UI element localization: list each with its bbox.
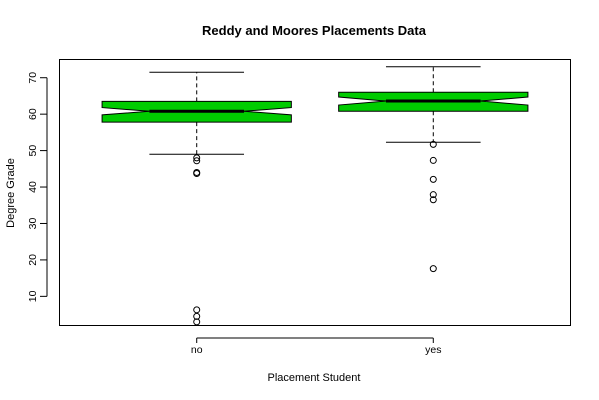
outlier-point bbox=[193, 154, 201, 162]
y-tick-label: 10 bbox=[27, 290, 39, 302]
y-tick-label: 20 bbox=[27, 254, 39, 266]
outlier-point bbox=[429, 175, 437, 183]
outlier-point bbox=[193, 157, 201, 165]
y-tick-label: 70 bbox=[27, 72, 39, 84]
outlier-point bbox=[429, 196, 437, 204]
x-tick-label: yes bbox=[425, 344, 441, 356]
y-tick-label: 50 bbox=[27, 145, 39, 157]
x-axis-label: Placement Student bbox=[268, 372, 361, 384]
x-tick-label: no bbox=[191, 344, 203, 356]
plot-frame bbox=[59, 59, 571, 326]
outlier-point bbox=[429, 191, 437, 199]
outlier-point bbox=[429, 156, 437, 164]
outlier-point bbox=[193, 318, 201, 326]
y-tick-label: 30 bbox=[27, 217, 39, 229]
x-axis: no yes bbox=[191, 337, 441, 356]
outlier-point bbox=[193, 170, 201, 178]
outlier-point bbox=[429, 265, 437, 273]
y-axis: 10 20 30 40 50 60 70 bbox=[27, 72, 48, 302]
chart-title: Reddy and Moores Placements Data bbox=[202, 23, 427, 38]
outlier-point bbox=[193, 306, 201, 314]
y-tick-label: 60 bbox=[27, 108, 39, 120]
outlier-point bbox=[193, 312, 201, 320]
y-axis-label: Degree Grade bbox=[5, 158, 17, 228]
y-tick-label: 40 bbox=[27, 181, 39, 193]
boxes bbox=[101, 66, 529, 326]
outlier-point bbox=[429, 140, 437, 148]
